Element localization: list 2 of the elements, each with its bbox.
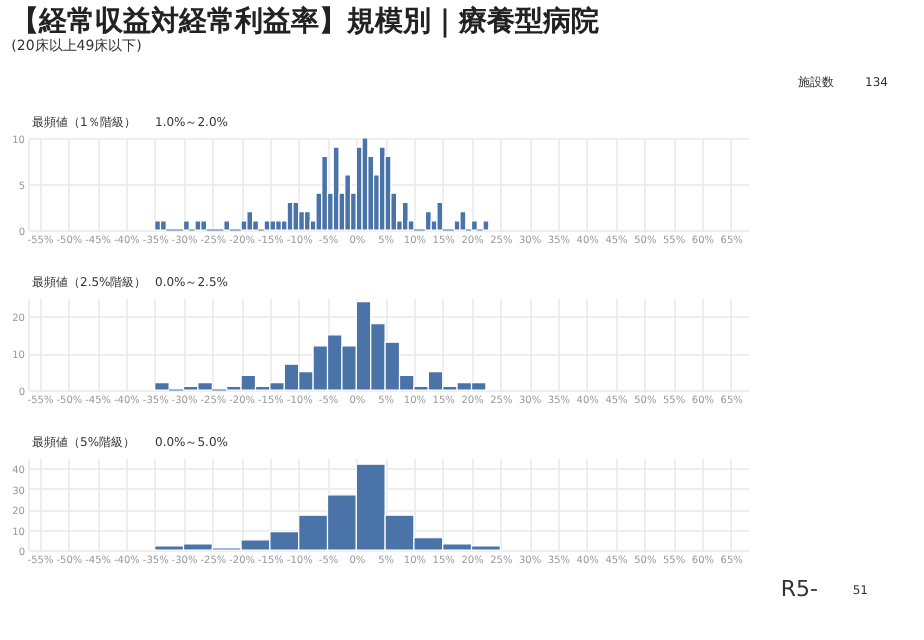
- chart-title: 【経常収益対経常利益率】規模別｜療養型病院: [11, 4, 600, 38]
- text: R5-: [780, 576, 819, 602]
